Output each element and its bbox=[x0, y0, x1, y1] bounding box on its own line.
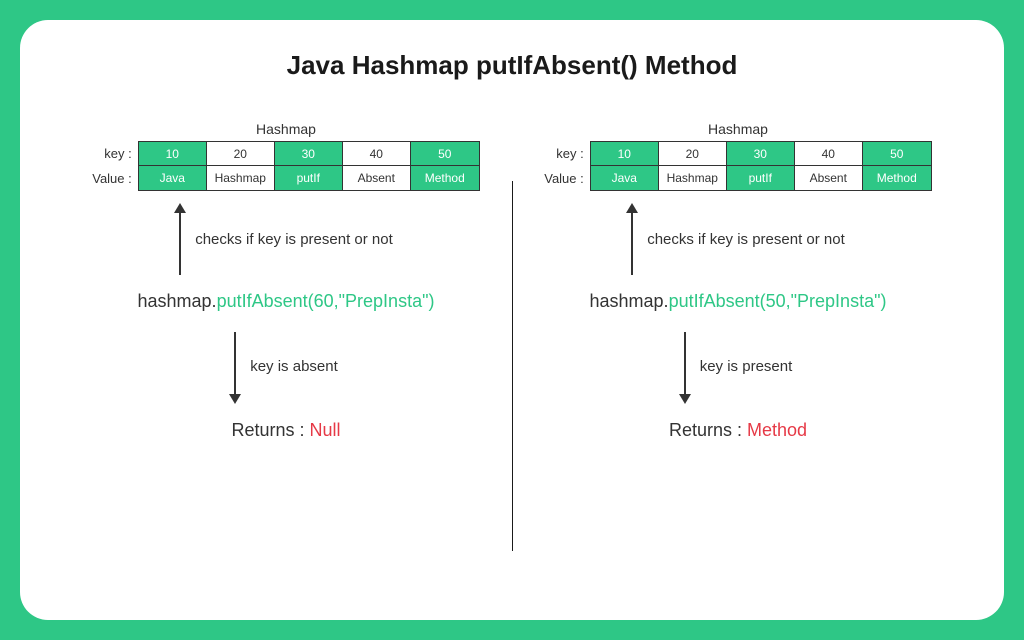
hashmap-label-right: Hashmap bbox=[708, 121, 768, 137]
value-cell: Hashmap bbox=[207, 166, 275, 190]
code-prefix: hashmap. bbox=[590, 291, 669, 311]
returns-left: Returns : Null bbox=[231, 420, 340, 441]
row-labels-right: key : Value : bbox=[544, 141, 584, 191]
vertical-divider bbox=[512, 181, 513, 551]
diagram-card: Java Hashmap putIfAbsent() Method Hashma… bbox=[20, 20, 1004, 620]
arrow-down-icon bbox=[684, 332, 686, 402]
key-cell: 30 bbox=[727, 142, 795, 166]
key-label: key : bbox=[92, 142, 132, 166]
arrow-up-block-left: checks if key is present or not bbox=[179, 205, 393, 275]
value-cell: Java bbox=[591, 166, 659, 190]
hm-grid-right: 10 20 30 40 50 Java Hashmap putIf Absent… bbox=[590, 141, 932, 191]
value-cell: Hashmap bbox=[659, 166, 727, 190]
value-cell: Method bbox=[411, 166, 479, 190]
value-label: Value : bbox=[92, 167, 132, 191]
returns-value: Method bbox=[747, 420, 807, 440]
arrow-down-block-right: key is present bbox=[684, 332, 793, 402]
returns-value: Null bbox=[310, 420, 341, 440]
key-cell: 50 bbox=[863, 142, 931, 166]
value-label: Value : bbox=[544, 167, 584, 191]
key-cell: 20 bbox=[207, 142, 275, 166]
arrow-down-icon bbox=[234, 332, 236, 402]
key-cell: 10 bbox=[139, 142, 207, 166]
hashmap-table-right: key : Value : 10 20 30 40 50 Java Hashma… bbox=[544, 141, 932, 191]
panels-container: Hashmap key : Value : 10 20 30 40 50 Jav… bbox=[60, 121, 964, 581]
code-line-left: hashmap.putIfAbsent(60,"PrepInsta") bbox=[138, 291, 435, 312]
arrow-up-icon bbox=[631, 205, 633, 275]
arrow-up-block-right: checks if key is present or not bbox=[631, 205, 845, 275]
arrow-down-text-left: key is absent bbox=[250, 357, 338, 377]
code-method: putIfAbsent(60,"PrepInsta") bbox=[217, 291, 435, 311]
returns-label: Returns : bbox=[231, 420, 309, 440]
row-labels-left: key : Value : bbox=[92, 141, 132, 191]
left-panel: Hashmap key : Value : 10 20 30 40 50 Jav… bbox=[83, 121, 490, 581]
hashmap-table-left: key : Value : 10 20 30 40 50 Java Hashma… bbox=[92, 141, 480, 191]
value-cell: Absent bbox=[343, 166, 411, 190]
key-cell: 40 bbox=[795, 142, 863, 166]
value-row-left: Java Hashmap putIf Absent Method bbox=[139, 166, 479, 190]
returns-right: Returns : Method bbox=[669, 420, 807, 441]
key-cell: 10 bbox=[591, 142, 659, 166]
arrow-down-text-right: key is present bbox=[700, 357, 793, 377]
value-cell: putIf bbox=[275, 166, 343, 190]
value-row-right: Java Hashmap putIf Absent Method bbox=[591, 166, 931, 190]
arrow-up-text-right: checks if key is present or not bbox=[647, 230, 845, 250]
code-prefix: hashmap. bbox=[138, 291, 217, 311]
key-cell: 30 bbox=[275, 142, 343, 166]
code-line-right: hashmap.putIfAbsent(50,"PrepInsta") bbox=[590, 291, 887, 312]
arrow-up-icon bbox=[179, 205, 181, 275]
key-row-left: 10 20 30 40 50 bbox=[139, 142, 479, 166]
page-title: Java Hashmap putIfAbsent() Method bbox=[60, 50, 964, 81]
value-cell: putIf bbox=[727, 166, 795, 190]
key-row-right: 10 20 30 40 50 bbox=[591, 142, 931, 166]
value-cell: Absent bbox=[795, 166, 863, 190]
key-label: key : bbox=[544, 142, 584, 166]
code-method: putIfAbsent(50,"PrepInsta") bbox=[669, 291, 887, 311]
key-cell: 50 bbox=[411, 142, 479, 166]
hashmap-label-left: Hashmap bbox=[256, 121, 316, 137]
hm-grid-left: 10 20 30 40 50 Java Hashmap putIf Absent… bbox=[138, 141, 480, 191]
key-cell: 40 bbox=[343, 142, 411, 166]
key-cell: 20 bbox=[659, 142, 727, 166]
returns-label: Returns : bbox=[669, 420, 747, 440]
value-cell: Java bbox=[139, 166, 207, 190]
value-cell: Method bbox=[863, 166, 931, 190]
arrow-down-block-left: key is absent bbox=[234, 332, 338, 402]
arrow-up-text-left: checks if key is present or not bbox=[195, 230, 393, 250]
right-panel: Hashmap key : Value : 10 20 30 40 50 Jav… bbox=[535, 121, 942, 581]
